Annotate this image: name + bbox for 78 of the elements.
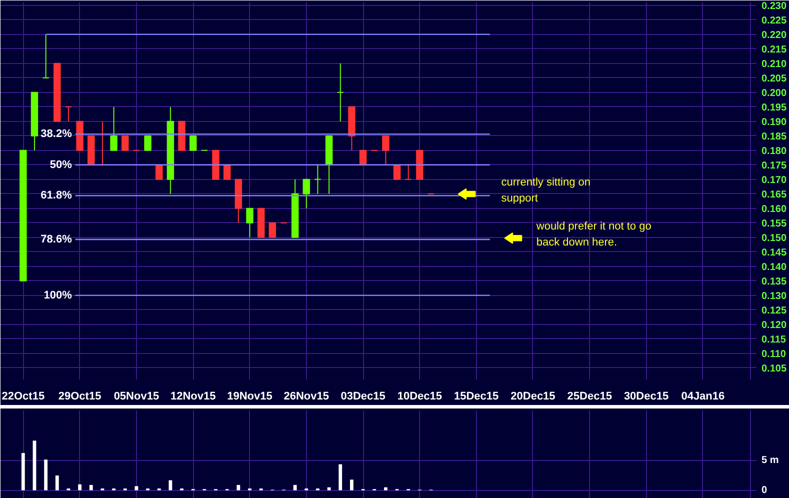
bar <box>44 460 48 490</box>
x-tick-label: 04Jan16 <box>681 390 725 402</box>
y-tick-label: 0.155 <box>762 218 787 230</box>
bar <box>21 453 25 490</box>
candlestick <box>393 164 401 180</box>
x-tick-label: 26Nov15 <box>284 390 330 402</box>
x-tick-label: 10Dec15 <box>397 390 442 402</box>
candlestick <box>42 34 50 78</box>
annotation: would prefer it not to go back down here. <box>535 220 652 249</box>
bar <box>236 484 240 490</box>
y-tick-label: 0.205 <box>762 73 787 84</box>
candlestick <box>189 135 197 151</box>
bar <box>89 484 93 490</box>
annotation: 100% <box>44 289 72 302</box>
bar <box>350 480 354 490</box>
candlestick <box>155 164 163 180</box>
y-tick-label: 0 <box>762 484 768 496</box>
y-tick-label: 0.130 <box>762 290 787 302</box>
y-tick-label: 0.210 <box>762 58 787 70</box>
bar <box>134 486 138 490</box>
y-tick-label: 0.225 <box>762 15 787 26</box>
bar <box>55 476 59 490</box>
y-tick-label: 0.110 <box>762 348 786 360</box>
x-tick-label: 22Oct15 <box>2 390 45 402</box>
y-tick-label: 0.220 <box>762 30 787 41</box>
x-tick-label: 12Nov15 <box>170 390 216 402</box>
y-tick-label: 0.195 <box>762 102 787 114</box>
candlestick <box>404 164 412 180</box>
x-tick-label: 29Oct15 <box>58 390 102 402</box>
y-tick-label: 5 m <box>762 455 779 466</box>
bar <box>78 484 82 490</box>
y-tick-label: 0.105 <box>762 363 787 374</box>
bar <box>338 464 342 490</box>
bar <box>168 480 172 490</box>
candlestick <box>336 62 344 122</box>
bar <box>293 484 297 490</box>
x-tick-label: 19Nov15 <box>227 390 272 402</box>
y-tick-label: 0.125 <box>762 305 787 316</box>
y-tick-label: 0.175 <box>762 160 787 172</box>
x-tick-label: 15Dec15 <box>454 390 499 402</box>
annotation: 50% <box>50 158 72 171</box>
annotation: 38.2% <box>40 128 72 140</box>
y-tick-label: 0.190 <box>762 116 787 128</box>
candlestick <box>223 164 231 180</box>
annotation: 78.6% <box>40 233 72 246</box>
y-tick-label: 0.180 <box>762 146 787 157</box>
y-tick-label: 0.230 <box>762 0 787 12</box>
candlestick <box>382 135 390 166</box>
annotation: currently sitting on support <box>501 176 591 205</box>
candlestick <box>64 106 72 122</box>
y-tick-label: 0.200 <box>762 88 787 99</box>
x-tick-label: 20Dec15 <box>510 390 556 402</box>
candlestick <box>110 106 118 151</box>
candlestick <box>122 135 129 151</box>
candlestick <box>302 178 310 209</box>
y-tick-label: 0.115 <box>762 334 786 346</box>
candlestick <box>268 222 276 238</box>
y-tick-label: 0.215 <box>762 44 787 56</box>
candlestick <box>314 164 322 194</box>
y-tick-label: 0.120 <box>762 320 787 331</box>
candlestick <box>144 135 152 151</box>
y-tick-label: 0.160 <box>762 204 787 215</box>
x-tick-label: 05Nov15 <box>114 390 160 402</box>
x-tick-label: 03Dec15 <box>340 390 386 402</box>
bar <box>384 487 388 490</box>
y-tick-label: 0.150 <box>762 232 787 244</box>
y-tick-label: 0.170 <box>762 174 787 186</box>
y-tick-label: 0.135 <box>762 276 787 288</box>
bar <box>327 487 331 490</box>
y-tick-label: 0.145 <box>762 247 787 258</box>
candlestick <box>246 208 254 238</box>
y-tick-label: 0.140 <box>762 262 787 273</box>
annotation: 61.8% <box>40 190 72 202</box>
y-tick-label: 0.165 <box>762 189 787 200</box>
x-tick-label: 30Dec15 <box>624 390 669 402</box>
candlestick <box>359 150 367 166</box>
y-tick-label: 0.185 <box>762 131 787 142</box>
x-tick-label: 25Dec15 <box>567 390 612 402</box>
